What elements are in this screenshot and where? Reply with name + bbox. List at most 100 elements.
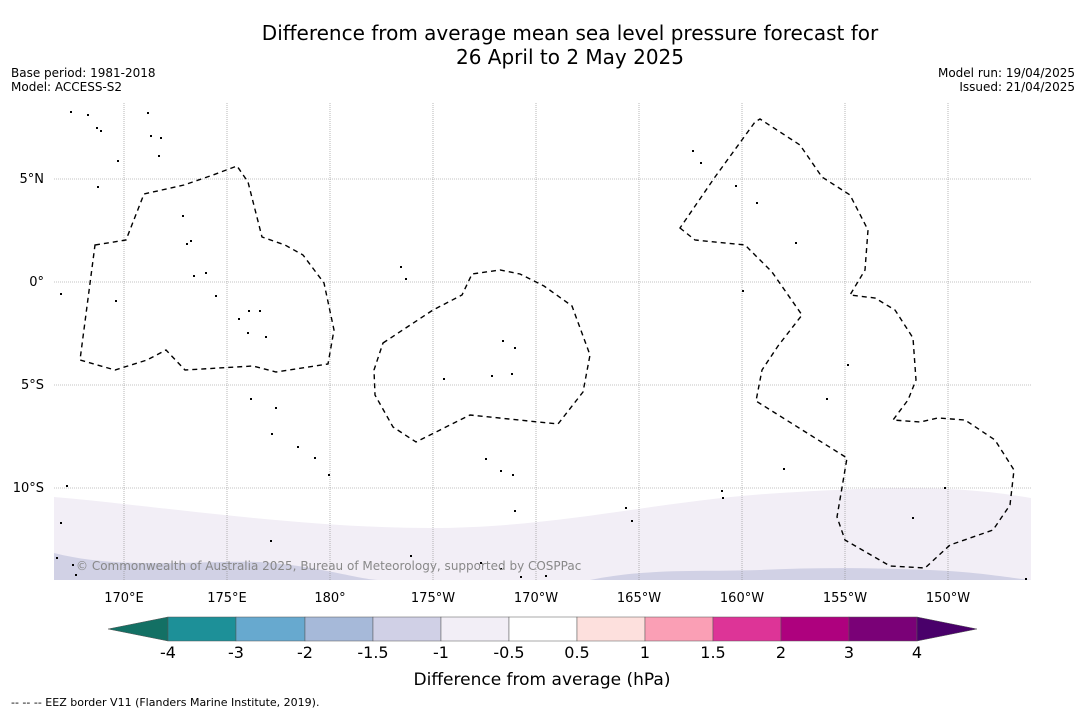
colorbar-tick-label: -4	[160, 643, 176, 662]
island	[66, 485, 68, 487]
title-line-1: Difference from average mean sea level p…	[261, 21, 879, 45]
island	[847, 364, 849, 366]
longitude-label: 155°W	[823, 591, 867, 606]
island	[328, 474, 330, 476]
eez-border-phoenix	[373, 269, 591, 443]
colorbar	[107, 616, 978, 642]
island	[625, 507, 627, 509]
longitude-label: 170°W	[514, 591, 558, 606]
island	[250, 398, 252, 400]
island	[944, 487, 946, 489]
island	[158, 155, 160, 157]
island	[692, 150, 694, 152]
colorbar-tick-label: 3	[844, 643, 854, 662]
island	[631, 520, 633, 522]
island	[826, 398, 828, 400]
colorbar-segment	[508, 616, 578, 642]
island	[297, 446, 299, 448]
longitude-label: 165°W	[617, 591, 661, 606]
eez-border-kiribati-west	[79, 165, 335, 373]
issued-date: Issued: 21/04/2025	[959, 80, 1075, 94]
island	[270, 540, 272, 542]
latitude-label: 10°S	[13, 481, 44, 496]
island	[238, 318, 240, 320]
island	[502, 340, 504, 342]
island	[742, 290, 744, 292]
island	[97, 186, 99, 188]
colorbar-tick-label: 0.5	[564, 643, 589, 662]
colorbar-tick-label: -1.5	[357, 643, 388, 662]
island	[721, 490, 723, 492]
base-period: Base period: 1981-2018	[11, 66, 156, 80]
meta-right: Model run: 19/04/2025 Issued: 21/04/2025	[938, 66, 1075, 94]
colorbar-segment	[235, 616, 306, 642]
island	[72, 564, 74, 566]
island	[75, 574, 77, 576]
island	[485, 458, 487, 460]
colorbar-tick-label: -2	[297, 643, 313, 662]
island	[56, 557, 58, 559]
colorbar-segment	[712, 616, 782, 642]
colorbar-segment	[167, 616, 237, 642]
colorbar-label: Difference from average (hPa)	[414, 670, 671, 690]
island	[400, 266, 402, 268]
colorbar-segment	[372, 616, 442, 642]
colorbar-tick-label: 1	[640, 643, 650, 662]
latitude-labels: 5°N 0° 5°S 10°S	[13, 172, 44, 496]
island	[314, 457, 316, 459]
colorbar-tick-label: -0.5	[493, 643, 524, 662]
island	[520, 576, 522, 578]
longitude-labels: 170°E 175°E 180° 175°W 170°W 165°W 160°W 155°W 1…	[104, 591, 970, 606]
map-gridlines	[54, 103, 1031, 580]
island	[783, 468, 785, 470]
colorbar-tick-label: 4	[912, 643, 922, 662]
longitude-label: 175°W	[411, 591, 455, 606]
island	[700, 162, 702, 164]
colorbar-extend-min	[107, 616, 169, 642]
colorbar-tick-label: -3	[228, 643, 244, 662]
pressure-anomaly-shade-light	[54, 487, 1031, 580]
meta-left: Base period: 1981-2018 Model: ACCESS-S2	[11, 66, 156, 94]
island	[147, 112, 149, 114]
colorbar-segment	[644, 616, 714, 642]
island	[480, 562, 482, 564]
island	[512, 474, 514, 476]
coastlines	[56, 111, 1027, 580]
longitude-label: 175°E	[207, 591, 247, 606]
island	[115, 300, 117, 302]
title-line-2: 26 April to 2 May 2025	[456, 45, 684, 69]
island	[500, 568, 502, 570]
island	[96, 127, 98, 129]
longitude-label: 150°W	[926, 591, 970, 606]
island	[722, 497, 724, 499]
colorbar-tick-label: -1	[433, 643, 449, 662]
island	[117, 160, 119, 162]
model-name: Model: ACCESS-S2	[11, 80, 123, 94]
eez-legend-note: -- -- -- EEZ border V11 (Flanders Marine…	[11, 696, 320, 709]
island	[912, 517, 914, 519]
island	[182, 215, 184, 217]
island	[1025, 578, 1027, 580]
island	[275, 407, 277, 409]
island	[735, 185, 737, 187]
island	[205, 272, 207, 274]
island	[60, 522, 62, 524]
island	[248, 310, 250, 312]
pressure-anomaly-shade-medium-east	[590, 568, 1031, 580]
island	[514, 347, 516, 349]
eez-border-line-islands	[679, 118, 1015, 569]
chart-title: Difference from average mean sea level p…	[0, 21, 1085, 69]
colorbar-extend-max	[916, 616, 978, 642]
island	[193, 275, 195, 277]
colorbar-tick-label: 1.5	[700, 643, 725, 662]
model-run: Model run: 19/04/2025	[937, 66, 1075, 80]
colorbar-segment	[848, 616, 918, 642]
island	[70, 111, 72, 113]
island	[756, 202, 758, 204]
latitude-label: 5°N	[20, 172, 45, 187]
pressure-anomaly-shade-medium	[54, 553, 380, 580]
colorbar-segment	[576, 616, 646, 642]
island	[500, 470, 502, 472]
map-area	[54, 103, 1031, 580]
island	[160, 137, 162, 139]
